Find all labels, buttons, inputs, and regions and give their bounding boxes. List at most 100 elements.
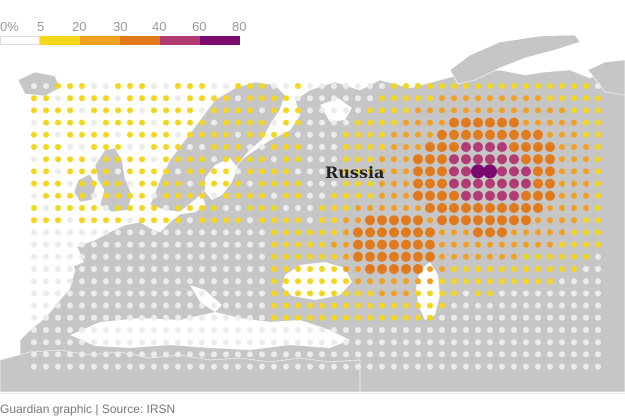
fallout-dot	[319, 327, 325, 333]
fallout-dot	[379, 205, 385, 211]
fallout-dot	[139, 107, 145, 114]
fallout-dot	[499, 241, 505, 248]
fallout-dot	[497, 178, 507, 189]
fallout-dot	[583, 192, 589, 199]
fallout-dot	[439, 107, 445, 114]
fallout-dot	[559, 95, 565, 102]
fallout-dot	[115, 144, 121, 150]
fallout-dot	[247, 229, 253, 236]
fallout-dot	[331, 168, 337, 175]
fallout-dot	[31, 302, 37, 309]
fallout-dot	[427, 363, 433, 370]
fallout-dot	[511, 107, 517, 114]
fallout-dot	[365, 227, 375, 238]
fallout-dot	[139, 131, 145, 138]
fallout-dot	[319, 83, 325, 89]
fallout-dot	[559, 229, 565, 236]
fallout-dot	[571, 119, 577, 126]
fallout-dot	[427, 266, 433, 272]
fallout-dot	[235, 156, 241, 163]
fallout-dot	[223, 180, 229, 187]
fallout-dot	[55, 192, 61, 199]
fallout-dot	[473, 142, 483, 152]
fallout-dot	[271, 192, 277, 199]
fallout-dot	[379, 290, 385, 297]
fallout-dot	[583, 266, 589, 272]
fallout-dot	[43, 107, 49, 114]
fallout-dot	[511, 241, 517, 248]
fallout-dot	[103, 327, 109, 333]
fallout-dot	[259, 192, 265, 199]
fallout-dot	[533, 129, 543, 140]
fallout-dot	[187, 290, 193, 297]
fallout-dot	[427, 339, 433, 346]
fallout-dot	[583, 351, 589, 358]
fallout-dot	[415, 363, 421, 370]
fallout-dot	[199, 241, 205, 248]
fallout-dot	[487, 339, 493, 346]
fallout-dot	[425, 142, 435, 152]
fallout-dot	[523, 107, 529, 114]
fallout-dot	[139, 363, 145, 370]
fallout-dot	[475, 266, 481, 272]
fallout-dot	[91, 168, 97, 175]
fallout-dot	[103, 339, 109, 346]
fallout-dot	[559, 339, 565, 346]
fallout-dot	[79, 107, 85, 114]
fallout-dot	[487, 253, 493, 260]
fallout-dot	[475, 95, 481, 102]
fallout-dot	[271, 83, 277, 89]
fallout-dot	[127, 205, 133, 211]
fallout-dot	[211, 217, 217, 224]
fallout-dot	[547, 107, 553, 114]
fallout-dot	[175, 83, 181, 89]
fallout-dot	[199, 131, 205, 138]
fallout-dot	[247, 119, 253, 126]
fallout-dot	[31, 266, 37, 272]
fallout-dot	[211, 327, 217, 333]
fallout-dot	[547, 229, 553, 236]
fallout-dot	[127, 95, 133, 102]
fallout-dot	[413, 190, 423, 201]
fallout-dot	[571, 180, 577, 187]
fallout-dot	[319, 168, 325, 175]
fallout-dot	[583, 290, 589, 297]
fallout-dot	[595, 83, 601, 89]
fallout-dot	[91, 266, 97, 272]
fallout-dot	[463, 107, 469, 114]
fallout-dot	[595, 107, 601, 114]
fallout-dot	[547, 363, 553, 370]
fallout-dot	[473, 117, 483, 128]
fallout-dot	[91, 180, 97, 187]
fallout-dot	[511, 363, 517, 370]
fallout-dot	[379, 339, 385, 346]
fallout-dot	[451, 107, 457, 114]
fallout-dot	[391, 290, 397, 297]
fallout-dot	[487, 327, 493, 333]
fallout-dot	[295, 339, 301, 346]
fallout-dot	[127, 144, 133, 150]
fallout-dot	[127, 229, 133, 236]
fallout-dot	[365, 239, 375, 250]
fallout-dot	[307, 302, 313, 309]
fallout-dot	[67, 278, 73, 285]
fallout-dot	[353, 251, 363, 262]
fallout-dot	[163, 168, 169, 175]
fallout-dot	[523, 314, 529, 321]
fallout-dot	[247, 253, 253, 260]
fallout-dot	[43, 229, 49, 236]
fallout-dot	[139, 302, 145, 309]
fallout-dot	[485, 215, 495, 226]
fallout-dot	[307, 229, 313, 236]
fallout-dot	[247, 339, 253, 346]
fallout-dot	[571, 339, 577, 346]
fallout-dot	[487, 363, 493, 370]
fallout-dot	[235, 351, 241, 358]
fallout-dot	[199, 180, 205, 187]
fallout-dot	[413, 264, 423, 274]
fallout-dot	[595, 119, 601, 126]
fallout-dot	[403, 205, 409, 211]
fallout-dot	[571, 156, 577, 163]
fallout-dot	[403, 95, 409, 102]
fallout-dot	[199, 107, 205, 114]
